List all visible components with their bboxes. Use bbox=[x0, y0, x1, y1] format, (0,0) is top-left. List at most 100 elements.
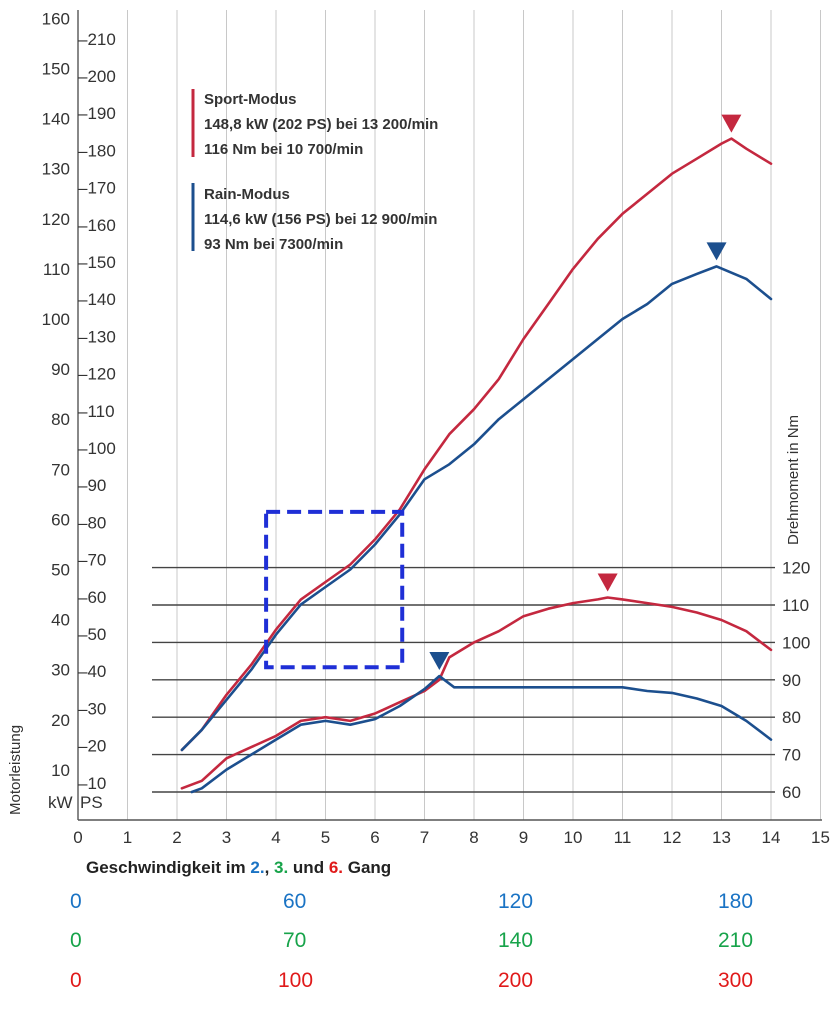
kw-tick-label: 70 bbox=[51, 460, 70, 479]
ps-tick-label: –120 bbox=[78, 365, 116, 384]
speed-value: 200 bbox=[498, 969, 534, 992]
kw-tick-label: 60 bbox=[51, 510, 70, 529]
highlight-box bbox=[264, 509, 405, 670]
nm-tick-label: 70 bbox=[782, 746, 801, 765]
speed-value: 120 bbox=[498, 890, 534, 913]
kw-tick-labels: 10 20 30 40 50 60 70 80 90 100 110 120 130 140 150 160 bbox=[42, 9, 70, 780]
speed-value: 70 bbox=[283, 929, 307, 952]
x-tick-label: 8 bbox=[469, 828, 478, 847]
x-tick-label: 9 bbox=[519, 828, 528, 847]
sport-torque-peak-marker bbox=[597, 573, 618, 592]
ps-tick-label: –150 bbox=[78, 253, 116, 272]
speed-caption-gear2: 2. bbox=[250, 858, 265, 877]
ps-unit-label: PS bbox=[80, 793, 103, 812]
kw-tick-label: 10 bbox=[51, 761, 70, 780]
x-tick-labels: 0 1 2 3 4 5 6 7 8 9 10 11 12 13 14 15 bbox=[73, 828, 830, 847]
speed-caption-sep: , bbox=[264, 858, 275, 877]
ps-tick-label: –160 bbox=[78, 216, 116, 235]
torque-gridlines bbox=[152, 566, 775, 793]
x-tick-label: 3 bbox=[222, 828, 231, 847]
speed-caption: Geschwindigkeit im 2., 3. und 6. Gang bbox=[86, 858, 391, 878]
speed-caption-and: und bbox=[288, 858, 329, 877]
x-tick-label: 14 bbox=[762, 828, 781, 847]
nm-tick-label: 90 bbox=[782, 671, 801, 690]
right-axis-title: Drehmoment in Nm bbox=[785, 415, 802, 545]
rain-power-peak-marker bbox=[706, 242, 727, 261]
kw-tick-label: 130 bbox=[42, 160, 70, 179]
nm-tick-label: 110 bbox=[782, 596, 809, 615]
x-tick-label: 10 bbox=[564, 828, 583, 847]
speed-value: 0 bbox=[70, 969, 82, 992]
ps-tick-label: –60 bbox=[78, 588, 106, 607]
speed-row-gear3: 0 70 140 210 bbox=[0, 929, 838, 957]
nm-tick-label: 100 bbox=[782, 633, 810, 652]
kw-tick-label: 110 bbox=[43, 260, 70, 279]
sport-torque-line bbox=[180, 596, 773, 790]
kw-tick-label: 90 bbox=[51, 360, 70, 379]
legend-sport-title: Sport-Modus bbox=[204, 91, 296, 108]
nm-tick-label: 120 bbox=[782, 559, 810, 578]
speed-caption-suffix: Gang bbox=[343, 858, 392, 877]
speed-value: 210 bbox=[718, 929, 754, 952]
x-tick-label: 1 bbox=[123, 828, 132, 847]
kw-tick-label: 120 bbox=[42, 210, 70, 229]
legend-rain-torque: 93 Nm bei 7300/min bbox=[204, 236, 343, 253]
sport-power-line bbox=[180, 137, 773, 752]
kw-tick-label: 80 bbox=[51, 410, 70, 429]
kw-tick-label: 20 bbox=[51, 711, 70, 730]
speed-caption-gear3: 3. bbox=[274, 858, 289, 877]
ps-tick-label: –70 bbox=[78, 551, 106, 570]
speed-row-gear6: 0 100 200 300 bbox=[0, 969, 838, 997]
series-lines bbox=[180, 137, 773, 794]
x-tick-label: 6 bbox=[370, 828, 379, 847]
kw-tick-label: 100 bbox=[42, 310, 70, 329]
kw-tick-label: 150 bbox=[42, 60, 70, 79]
ps-tick-label: –40 bbox=[78, 662, 106, 681]
x-tick-label: 15 bbox=[811, 828, 830, 847]
speed-value: 180 bbox=[718, 890, 754, 913]
x-tick-label: 2 bbox=[172, 828, 181, 847]
legend-rain: Rain-Modus 114,6 kW (156 PS) bei 12 900/… bbox=[191, 183, 437, 253]
kw-tick-label: 140 bbox=[42, 110, 70, 129]
left-axis-title: Motorleistung bbox=[7, 725, 24, 815]
legend-rain-power: 114,6 kW (156 PS) bei 12 900/min bbox=[204, 211, 437, 228]
ps-tick-label: –80 bbox=[78, 513, 106, 532]
speed-caption-prefix: Geschwindigkeit im bbox=[86, 858, 251, 877]
ps-tick-label: –90 bbox=[78, 476, 106, 495]
vertical-gridlines bbox=[127, 10, 821, 820]
speed-value: 140 bbox=[498, 929, 534, 952]
x-tick-label: 12 bbox=[663, 828, 682, 847]
kw-tick-label: 160 bbox=[42, 9, 70, 28]
sport-power-peak-marker bbox=[721, 114, 742, 133]
ps-tick-label: –50 bbox=[78, 625, 106, 644]
x-tick-label: 11 bbox=[614, 828, 632, 847]
ps-tick-label: –190 bbox=[78, 104, 116, 123]
ps-tick-labels: –10 –20 –30 –40 –50 –60 –70 –80 –90 –100 –110 –120 –… bbox=[78, 30, 116, 793]
ps-tick-label: –210 bbox=[78, 30, 116, 49]
kw-tick-label: 40 bbox=[51, 611, 70, 630]
ps-tick-label: –200 bbox=[78, 67, 116, 86]
speed-value: 100 bbox=[278, 969, 314, 992]
chart: 0 1 2 3 4 5 6 7 8 9 10 11 12 13 14 15 10203040506070809… bbox=[7, 9, 830, 847]
nm-tick-label: 80 bbox=[782, 708, 801, 727]
rain-power-line bbox=[180, 265, 773, 752]
rain-torque-line bbox=[190, 674, 773, 794]
x-tick-label: 13 bbox=[712, 828, 731, 847]
legend-sport: Sport-Modus 148,8 kW (202 PS) bei 13 200… bbox=[191, 89, 438, 158]
speed-caption-gear6: 6. bbox=[328, 858, 343, 877]
speed-value: 0 bbox=[70, 929, 82, 952]
kw-unit-label: kW bbox=[48, 793, 73, 812]
kw-tick-label: 50 bbox=[51, 561, 70, 580]
speed-value: 60 bbox=[283, 890, 307, 913]
ps-tick-label: –170 bbox=[78, 179, 116, 198]
ps-tick-label: –100 bbox=[78, 439, 116, 458]
ps-tick-label: –10 bbox=[78, 774, 106, 793]
x-tick-label: 0 bbox=[73, 828, 82, 847]
rain-torque-peak-marker bbox=[429, 652, 450, 671]
x-tick-label: 5 bbox=[321, 828, 330, 847]
legend-sport-torque: 116 Nm bei 10 700/min bbox=[204, 141, 363, 158]
legend-rain-title: Rain-Modus bbox=[204, 186, 290, 203]
ps-tick-label: –130 bbox=[78, 327, 116, 346]
highlight-box-group bbox=[264, 509, 405, 670]
ps-tick-label: –180 bbox=[78, 141, 116, 160]
